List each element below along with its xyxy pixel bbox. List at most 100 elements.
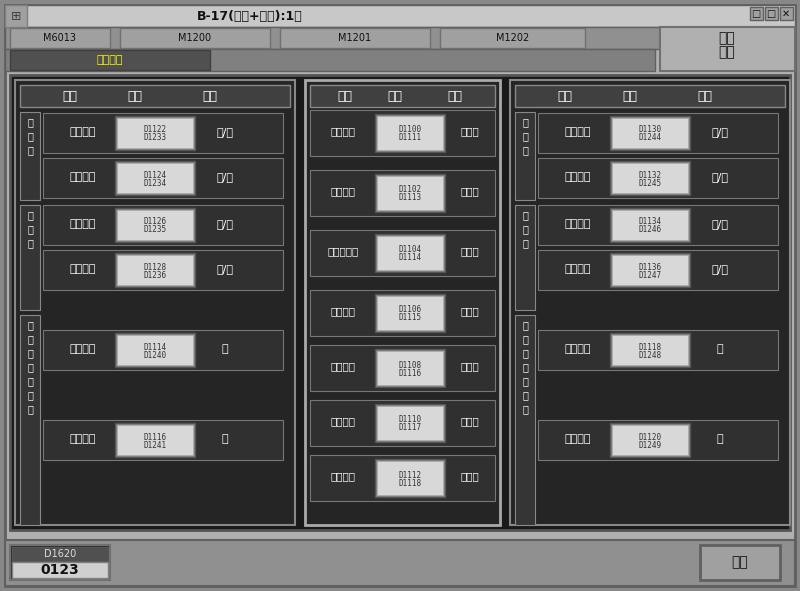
Text: 粗振频率: 粗振频率 [565,219,591,229]
Bar [612,163,688,193]
Text: 顾源: 顾源 [718,31,735,45]
Text: 参数: 参数 [338,89,353,102]
Text: D1245: D1245 [638,178,662,187]
Bar [377,351,443,385]
Text: D1128: D1128 [143,262,166,271]
Text: D1233: D1233 [143,134,166,142]
Bar [515,112,535,200]
Bar [5,49,655,71]
Text: 秒加压: 秒加压 [461,126,479,136]
Text: 油石延时: 油石延时 [330,186,355,196]
Text: M6013: M6013 [43,33,77,43]
Text: D1108: D1108 [398,361,422,369]
Bar [538,205,778,245]
Text: D1120: D1120 [638,433,662,441]
Bar [377,461,443,495]
Text: 加: 加 [27,362,33,372]
Text: 工: 工 [27,334,33,344]
Bar [440,28,585,48]
Bar [10,75,790,530]
Bar [43,205,283,245]
Bar [610,333,690,367]
Bar [5,5,27,27]
Bar [612,425,688,455]
Text: 返回: 返回 [732,555,748,569]
Bar [377,116,443,150]
Text: 振荡架延时: 振荡架延时 [327,246,358,256]
Text: 磨床: 磨床 [718,45,735,59]
Text: 转/分: 转/分 [711,127,729,137]
Text: D1249: D1249 [638,440,662,450]
Text: 单位: 单位 [202,89,218,102]
Bar [610,423,690,457]
Text: 秒跳出: 秒跳出 [461,246,479,256]
Bar [5,5,795,27]
Text: 秒: 秒 [717,434,723,444]
Text: 油石延时: 油石延时 [330,126,355,136]
Bar [515,85,785,107]
Text: D1102: D1102 [398,186,422,194]
Text: D1246: D1246 [638,226,662,235]
Text: 粗超速度: 粗超速度 [70,127,96,137]
Bar [538,158,778,198]
Text: 秒下降: 秒下降 [461,361,479,371]
Text: 数值: 数值 [622,89,638,102]
Text: D1116: D1116 [143,433,166,441]
Text: D1122: D1122 [143,125,166,135]
Text: D1111: D1111 [398,134,422,142]
Text: 数值: 数值 [127,89,142,102]
Text: D1130: D1130 [638,125,662,135]
Bar [515,205,535,310]
Text: □: □ [751,9,761,19]
Bar [610,253,690,287]
Bar [10,28,110,48]
Text: 秒复位: 秒复位 [461,471,479,481]
Text: D1244: D1244 [638,134,662,142]
Bar [510,80,790,525]
Text: □: □ [766,9,776,19]
Text: 精超速度: 精超速度 [565,172,591,182]
Bar [610,208,690,242]
Text: 0123: 0123 [41,563,79,577]
Text: 次/分: 次/分 [711,264,729,274]
Bar [610,161,690,195]
Bar [310,110,495,156]
Bar [12,547,108,561]
Bar [612,255,688,285]
Text: 精振频率: 精振频率 [70,264,96,274]
Bar [310,290,495,336]
Bar [20,112,40,200]
Text: D1110: D1110 [398,415,422,424]
Text: 排料延时: 排料延时 [330,471,355,481]
Text: 参数: 参数 [558,89,573,102]
Bar [115,208,195,242]
Text: ⊞: ⊞ [10,9,22,22]
Text: M1201: M1201 [338,33,371,43]
Bar [117,163,193,193]
Text: 间: 间 [27,404,33,414]
Text: B-17(前面+背面):1号: B-17(前面+背面):1号 [197,9,303,22]
Text: 加: 加 [522,362,528,372]
Text: 件: 件 [27,348,33,358]
Text: M1202: M1202 [496,33,529,43]
Text: 秒提升: 秒提升 [461,306,479,316]
Text: 工: 工 [522,334,528,344]
Bar [377,176,443,210]
Text: 右: 右 [522,210,528,220]
Text: M1200: M1200 [178,33,211,43]
Bar [612,335,688,365]
Bar [10,50,210,70]
Text: 参数: 参数 [62,89,78,102]
Bar [117,118,193,148]
Bar [15,80,295,525]
Bar [310,345,495,391]
Text: D1126: D1126 [143,217,166,226]
Text: D1234: D1234 [143,178,166,187]
Bar [375,294,445,332]
Bar [5,540,795,586]
Bar [117,210,193,240]
Bar [377,236,443,270]
Text: 精超速度: 精超速度 [70,172,96,182]
Text: 转/分: 转/分 [217,172,234,182]
Bar [750,7,763,20]
